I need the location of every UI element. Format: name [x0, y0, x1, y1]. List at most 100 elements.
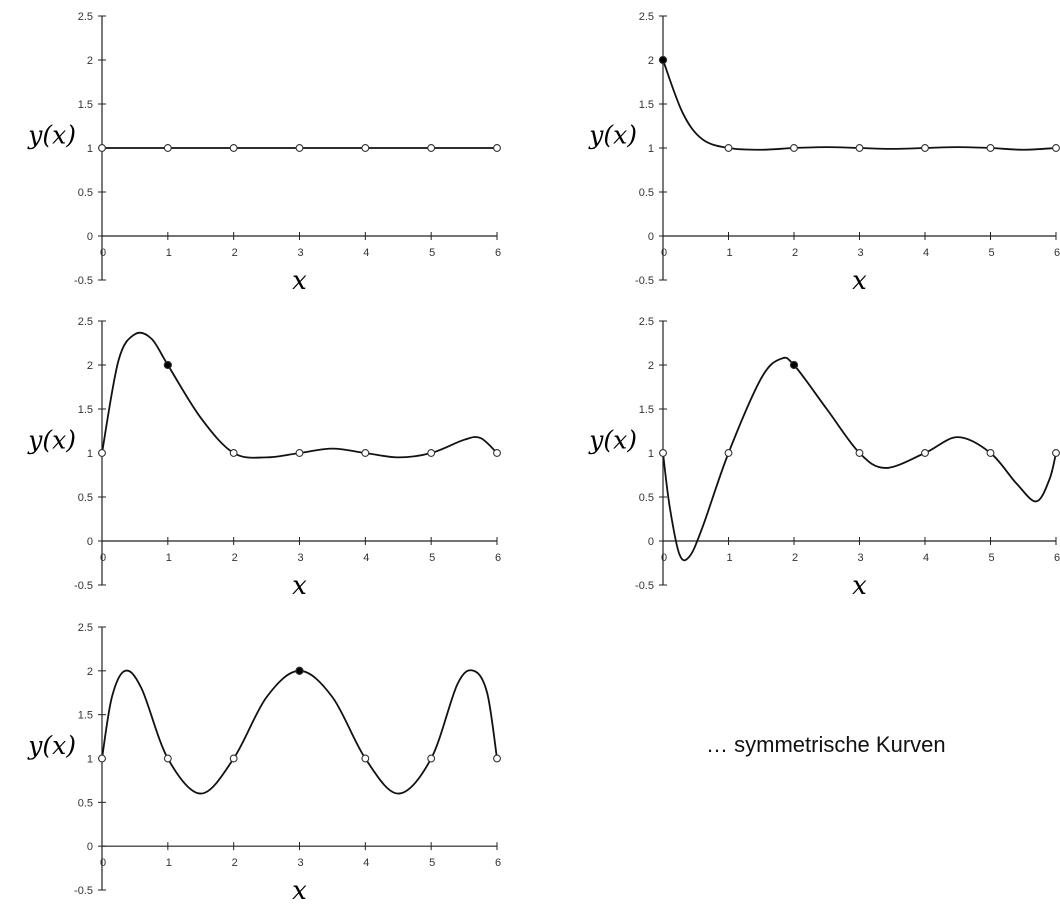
chart-panel-4: -0.5 0 0.5 1 1.5 2 2.5 0 1 2 3 4 5 6 y(x) x	[588, 316, 1060, 601]
y-tick-label: 0	[648, 536, 654, 548]
y-tick-label: 1	[648, 448, 654, 460]
y-tick-label: -0.5	[74, 580, 93, 592]
y-tick-label: 0	[87, 231, 93, 243]
y-tick-label: 2.5	[639, 11, 654, 23]
x-tick-label: 4	[363, 247, 369, 259]
y-tick-label: 2.5	[78, 11, 93, 23]
data-point-open	[493, 754, 501, 763]
x-tick-label: 0	[661, 552, 667, 564]
y-tick-label: 0.5	[78, 492, 93, 504]
data-point-open	[361, 449, 370, 457]
data-point-open	[98, 144, 106, 152]
x-tick-label: 2	[232, 857, 238, 869]
x-tick-label: 3	[297, 552, 303, 564]
data-point-filled	[789, 360, 799, 370]
data-point-open	[986, 449, 995, 457]
data-point-open	[921, 449, 929, 457]
y-tick-label: 1	[648, 143, 654, 155]
x-tick-label: 6	[495, 552, 501, 564]
data-point-open	[295, 144, 304, 152]
y-tick-label: 2.5	[78, 622, 93, 634]
data-point-open	[229, 144, 238, 152]
y-tick-label: 1.5	[78, 99, 93, 111]
x-tick-label: 2	[232, 552, 238, 564]
x-tick-label: 6	[495, 857, 501, 869]
y-tick-label: 2	[648, 55, 654, 67]
data-point-open	[163, 144, 172, 152]
chart-panel-5: -0.5 0 0.5 1 1.5 2 2.5 0 1 2 3 4 5 6 y(x) x	[27, 622, 501, 906]
x-tick-label: 3	[857, 247, 863, 259]
y-axis-label: y(x)	[27, 121, 76, 150]
y-tick-label: -0.5	[635, 580, 654, 592]
data-point-open	[229, 449, 238, 457]
x-tick-label: 0	[100, 247, 106, 259]
caption-text: … symmetrische Kurven	[706, 732, 946, 757]
y-tick-label: 0.5	[639, 187, 654, 199]
data-point-open	[1052, 144, 1060, 152]
y-tick-label: 2	[87, 55, 93, 67]
data-point-open	[229, 754, 238, 763]
x-axis-label: x	[292, 876, 307, 906]
x-tick-label: 1	[726, 552, 732, 564]
data-point-filled	[295, 666, 304, 675]
y-tick-label: 0	[87, 841, 93, 853]
y-tick-label: 1	[87, 754, 93, 766]
y-tick-label: 0	[648, 231, 654, 243]
y-axis-label: y(x)	[588, 426, 637, 455]
x-tick-label: 6	[495, 247, 501, 259]
y-tick-label: 0.5	[639, 492, 654, 504]
x-tick-label: 6	[1054, 552, 1060, 564]
y-tick-label: 0.5	[78, 187, 93, 199]
x-tick-label: 0	[661, 247, 667, 259]
y-axis-label: y(x)	[588, 121, 637, 150]
chart-panel-2: -0.5 0 0.5 1 1.5 2 2.5 0 1 2 3 4 5 6 y(x) x	[588, 11, 1060, 296]
data-point-filled	[658, 55, 668, 65]
y-axis-label: y(x)	[27, 426, 76, 455]
data-point-open	[724, 449, 733, 457]
data-point-open	[493, 144, 501, 152]
y-tick-label: 1	[87, 448, 93, 460]
x-tick-label: 4	[363, 552, 369, 564]
y-tick-label: 1.5	[639, 404, 654, 416]
x-tick-label: 4	[923, 247, 929, 259]
y-tick-label: 2	[648, 360, 654, 372]
x-tick-label: 6	[1054, 247, 1060, 259]
chart-panel-1: -0.5 0 0.5 1 1.5 2 2.5 0 1 2 3 4 5 6 y(x) x	[27, 11, 501, 296]
data-point-open	[163, 754, 172, 763]
y-tick-label: 1.5	[639, 99, 654, 111]
y-tick-label: 2.5	[639, 316, 654, 328]
x-tick-label: 5	[988, 247, 994, 259]
y-tick-label: 2	[87, 666, 93, 678]
x-axis-label: x	[292, 571, 307, 601]
data-point-open	[361, 144, 370, 152]
data-point-open	[921, 144, 929, 152]
y-tick-label: 0	[87, 536, 93, 548]
y-tick-label: -0.5	[74, 885, 93, 897]
x-tick-label: 0	[100, 857, 106, 869]
series-curve	[101, 669, 498, 795]
data-point-open	[427, 449, 436, 457]
x-tick-label: 0	[100, 552, 106, 564]
x-tick-label: 5	[988, 552, 994, 564]
x-tick-label: 2	[232, 247, 238, 259]
x-tick-label: 1	[166, 857, 172, 869]
x-axis-label: x	[292, 266, 307, 296]
data-point-open	[659, 449, 667, 457]
y-tick-label: -0.5	[74, 275, 93, 287]
x-tick-label: 5	[429, 247, 435, 259]
chart-panel-3: -0.5 0 0.5 1 1.5 2 2.5 0 1 2 3 4 5 6 y(x) x	[27, 316, 501, 601]
y-tick-label: 1	[87, 143, 93, 155]
data-point-filled	[163, 360, 172, 370]
data-point-open	[98, 754, 106, 763]
data-point-open	[724, 144, 733, 152]
data-point-open	[855, 144, 864, 152]
y-tick-label: 2	[87, 360, 93, 372]
data-point-open	[427, 754, 436, 763]
x-tick-label: 1	[166, 552, 172, 564]
series-curve	[662, 356, 1057, 562]
x-tick-label: 1	[726, 247, 732, 259]
x-tick-label: 4	[923, 552, 929, 564]
data-point-open	[493, 449, 501, 457]
series-curve	[101, 331, 498, 459]
